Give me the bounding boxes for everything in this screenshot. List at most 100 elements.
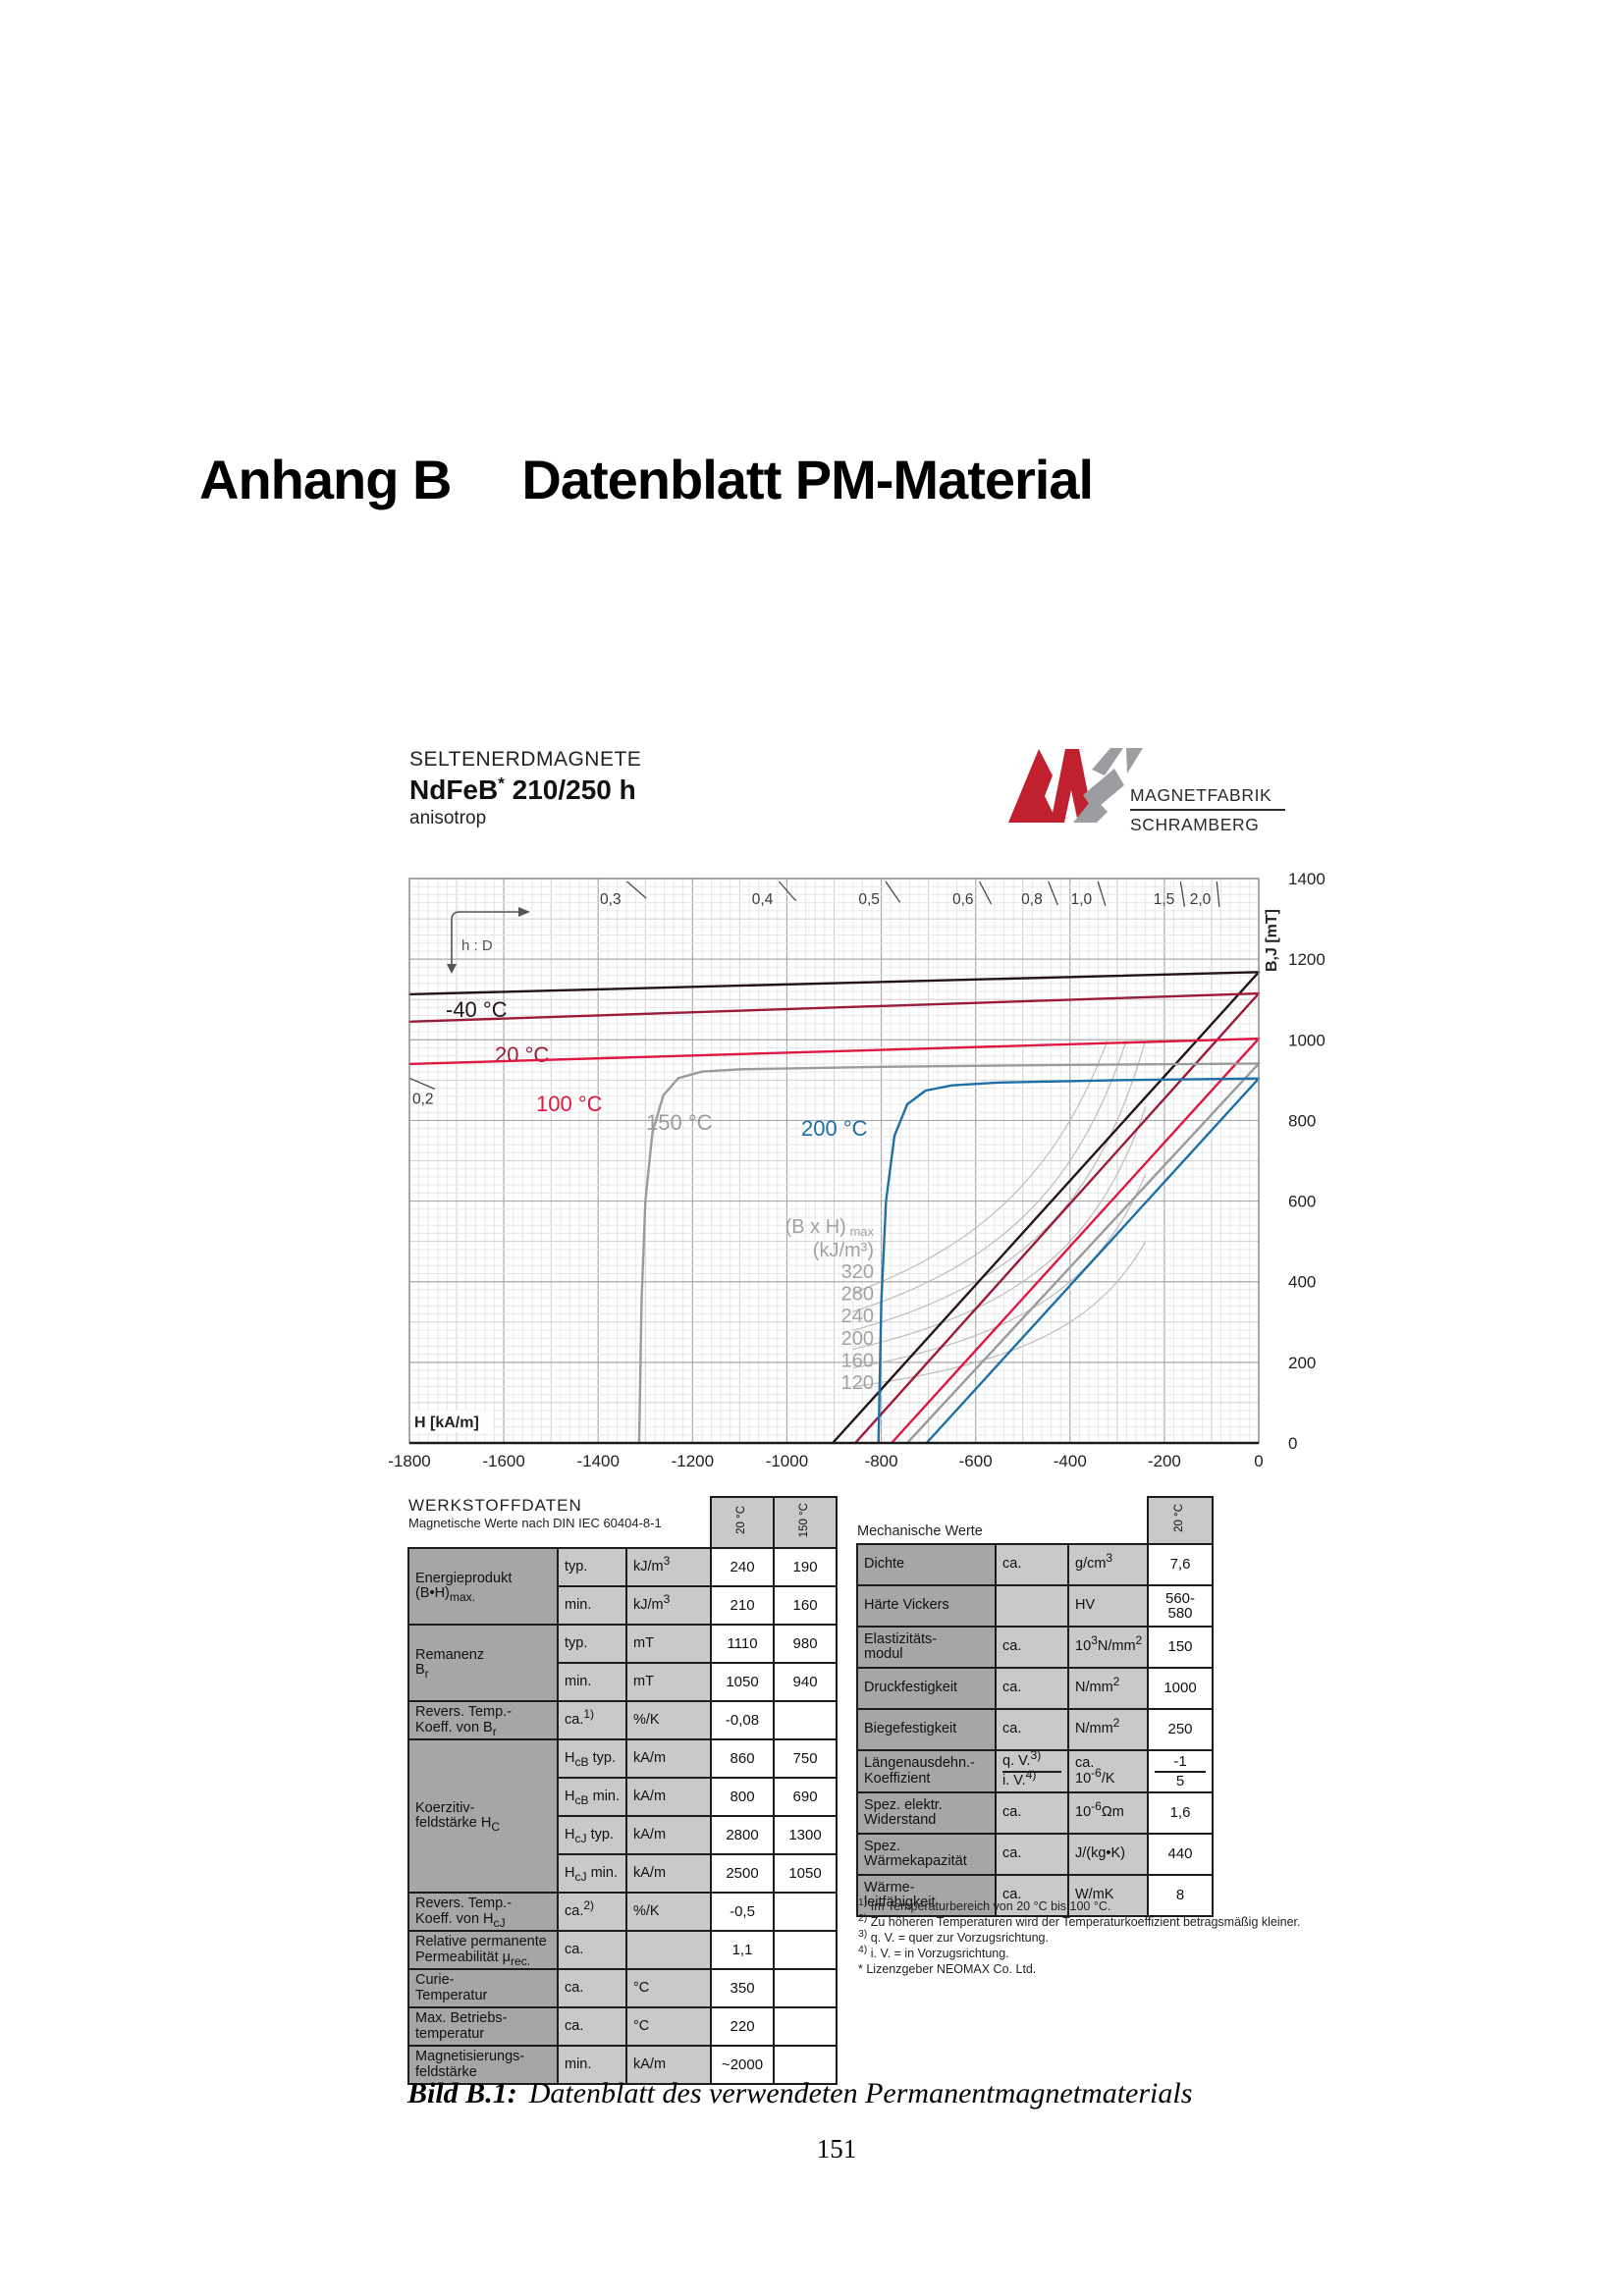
- row-label: Magnetisierungs-feldstärke: [407, 2045, 559, 2085]
- row-label: Wärme-leitfähigkeit: [856, 1874, 997, 1917]
- value-20c-cell: 210: [710, 1585, 776, 1626]
- value-20c-cell: 860: [710, 1738, 776, 1779]
- bh-contour-200: [852, 1106, 1147, 1351]
- value-20c-cell: 240: [710, 1547, 776, 1587]
- table-header-row: Mechanische Werte 20 °C: [857, 1496, 1215, 1545]
- value-20c-cell: -1 5: [1147, 1749, 1215, 1793]
- table-row: Relative permanente Permeabilität μrec. ca…: [407, 1930, 839, 1970]
- qualifier-cell: ca.2): [557, 1892, 627, 1932]
- value-20c-cell: 2500: [710, 1853, 776, 1894]
- qualifier-cell: typ.: [557, 1547, 627, 1587]
- unit-cell: 103N/mm2: [1066, 1626, 1150, 1669]
- unit-cell: W/mK: [1066, 1874, 1150, 1917]
- qualifier-cell: ca.: [995, 1791, 1069, 1835]
- row-label: Härte Vickers: [856, 1584, 997, 1628]
- table-row: HcJ min. kA/m 2500 1050: [408, 1853, 839, 1894]
- value-20c-cell: ~2000: [710, 2045, 776, 2085]
- unit-cell: J/(kg•K): [1066, 1833, 1150, 1876]
- magnetic-data-table: WERKSTOFFDATEN Magnetische Werte nach DIN…: [407, 1496, 839, 2085]
- row-label: Revers. Temp.- Koeff. von HcJ: [407, 1892, 559, 1932]
- b-curve--40 °C: [831, 971, 1261, 1445]
- logo-line1: MAGNETFABRIK: [1130, 785, 1272, 805]
- table-title-cell: WERKSTOFFDATEN Magnetische Werte nach DIN…: [408, 1496, 712, 1548]
- svg-text:320: 320: [841, 1261, 874, 1283]
- unit-cell: [624, 1930, 713, 1970]
- temp-column-header: 150 °C: [773, 1496, 839, 1549]
- value-150c-cell: [773, 1700, 839, 1740]
- value-20c-cell: 1050: [710, 1662, 776, 1702]
- j-curve-100 °C: [407, 1037, 1261, 1066]
- unit-cell: 10-6Ωm: [1066, 1791, 1150, 1835]
- svg-text:-1400: -1400: [576, 1452, 619, 1470]
- svg-text:0: 0: [1288, 1434, 1297, 1453]
- unit-cell: %/K: [624, 1700, 713, 1740]
- qualifier-cell: HcB typ.: [557, 1738, 627, 1779]
- svg-text:240: 240: [841, 1306, 874, 1327]
- unit-cell: mT: [624, 1624, 713, 1664]
- unit-cell: kA/m: [624, 1815, 713, 1855]
- value-20c-cell: 150: [1147, 1626, 1215, 1669]
- footnote: * Lizenzgeber NEOMAX Co. Ltd.: [858, 1962, 1037, 1976]
- table-row: Elastizitäts-modul ca. 103N/mm2 150: [856, 1626, 1215, 1669]
- unit-cell: kA/m: [624, 1777, 713, 1817]
- caption-text: Datenblatt des verwendeten Permanentmagn…: [528, 2077, 1193, 2109]
- logo-line2: SCHRAMBERG: [1130, 815, 1260, 834]
- row-label: Spez. elektr. Widerstand: [856, 1791, 997, 1835]
- svg-text:0: 0: [1254, 1452, 1263, 1470]
- row-label: Relative permanente Permeabilität μrec.: [407, 1930, 559, 1970]
- unit-cell: kA/m: [624, 2045, 713, 2085]
- value-20c-cell: 1,1: [710, 1930, 776, 1970]
- b-curve-200 °C: [925, 1077, 1261, 1445]
- datasheet-category: SELTENERDMAGNETE: [409, 748, 642, 771]
- table-title: WERKSTOFFDATEN: [408, 1496, 582, 1515]
- row-label: Längenausdehn.- Koeffizient: [856, 1749, 997, 1793]
- qualifier-cell: ca.: [995, 1708, 1069, 1751]
- unit-cell: °C: [624, 2006, 713, 2047]
- table-row: Remanenz Br typ. mT 1110 980: [407, 1624, 839, 1702]
- page-title-right: Datenblatt PM-Material: [521, 448, 1094, 510]
- unit-cell: ca. 10-6/K: [1066, 1749, 1150, 1793]
- axis-tick-labels: -1800 -1600 -1400 -1200 -1000 -800 -600 -400 -20…: [388, 870, 1325, 1470]
- row-label: Curie- Temperatur: [407, 1968, 559, 2008]
- svg-text:-800: -800: [865, 1452, 898, 1470]
- value-20c-cell: 8: [1147, 1874, 1215, 1917]
- svg-text:1,5: 1,5: [1154, 891, 1175, 908]
- svg-text:160: 160: [841, 1350, 874, 1371]
- svg-text:(kJ/m³): (kJ/m³): [813, 1240, 874, 1261]
- value-150c-cell: 690: [773, 1777, 839, 1817]
- unit-cell: kJ/m3: [624, 1547, 713, 1587]
- product-label: NdFeB: [409, 774, 499, 805]
- footnotes: 1) Im Temperaturbereich von 20 °C bis 10…: [858, 1897, 1339, 1977]
- value-20c-cell: -0,08: [710, 1700, 776, 1740]
- svg-text:0,5: 0,5: [858, 891, 880, 908]
- product-license-asterisk: *: [498, 774, 505, 793]
- value-150c-cell: 1050: [773, 1853, 839, 1894]
- value-20c-cell: -0,5: [710, 1892, 776, 1932]
- svg-text:800: 800: [1288, 1111, 1316, 1130]
- value-20c-cell: 440: [1147, 1833, 1215, 1876]
- row-label: Spez. Wärmekapazität: [856, 1833, 997, 1876]
- table-row: Spez. Wärmekapazität ca. J/(kg•K) 440: [856, 1833, 1215, 1876]
- product-grade: 210/250 h: [504, 774, 636, 805]
- curve-label-200 °C: 200 °C: [801, 1116, 868, 1141]
- b-curve-20 °C: [853, 991, 1261, 1445]
- logo-mark-icon: [1008, 748, 1143, 823]
- table-row: Spez. elektr. Widerstand ca. 10-6Ωm 1,6: [856, 1791, 1215, 1835]
- value-150c-cell: [773, 1892, 839, 1932]
- unit-cell: °C: [624, 1968, 713, 2008]
- table-row: min. mT 1050 940: [408, 1662, 839, 1702]
- value-20c-cell: 350: [710, 1968, 776, 2008]
- svg-text:1,0: 1,0: [1071, 891, 1093, 908]
- qualifier-cell: min.: [557, 1662, 627, 1702]
- table-row: Längenausdehn.- Koeffizient q. V.3) i. V.4)…: [856, 1749, 1215, 1793]
- qualifier-cell: min.: [557, 1585, 627, 1626]
- row-label: Druckfestigkeit: [856, 1667, 997, 1710]
- value-20c-cell: 7,6: [1147, 1543, 1215, 1586]
- logo-text: MAGNETFABRIK SCHRAMBERG: [1130, 785, 1285, 835]
- h-to-d-ratio-icon: h : D: [447, 907, 530, 974]
- table-row: Härte Vickers HV 560-580: [856, 1584, 1215, 1628]
- datasheet-orientation: anisotrop: [409, 808, 487, 828]
- value-150c-cell: 190: [773, 1547, 839, 1587]
- row-label: Dichte: [856, 1543, 997, 1586]
- svg-text:-1000: -1000: [766, 1452, 808, 1470]
